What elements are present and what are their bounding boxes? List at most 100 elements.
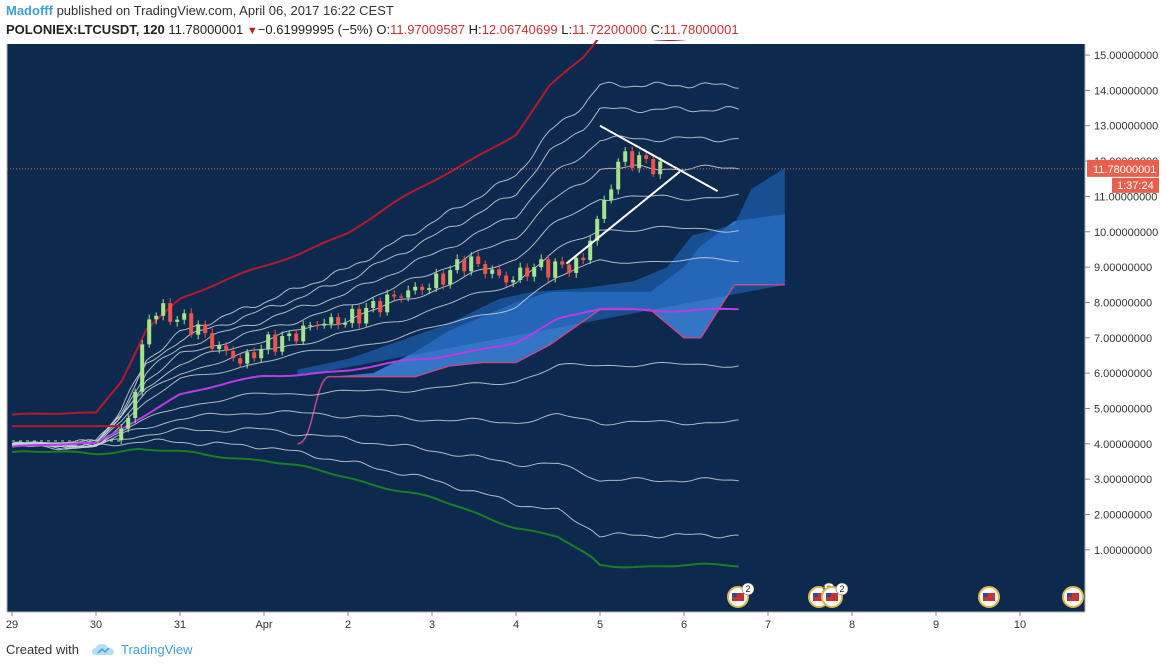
band-inner-upper <box>11 225 739 448</box>
candle-body <box>511 279 516 283</box>
close-label: C: <box>650 22 664 37</box>
candle-body <box>483 264 488 274</box>
candle-body <box>574 257 579 273</box>
ticker-legend: POLONIEX:LTCUSDT, 120 11.78000001 ▼−0.61… <box>6 22 739 37</box>
candle-body <box>413 286 418 291</box>
candle-body <box>147 319 152 345</box>
y-axis-label: 1.00000000 <box>1094 545 1152 557</box>
x-axis-label: 31 <box>174 619 186 631</box>
x-axis-label: 5 <box>597 619 603 631</box>
candle-body <box>637 155 642 168</box>
band-inner-upper <box>11 257 739 447</box>
candle-body <box>280 336 285 352</box>
candle-body <box>252 352 257 359</box>
interval-label[interactable]: 120 <box>143 22 165 37</box>
candle-body <box>287 333 292 337</box>
open-label: O: <box>376 22 391 37</box>
band-inner-lower <box>11 438 739 539</box>
candle-body <box>294 333 299 342</box>
candle-body <box>357 308 362 324</box>
candle-body <box>546 259 551 278</box>
candle-body <box>490 269 495 274</box>
x-axis-label: 2 <box>345 619 351 631</box>
candle-body <box>266 334 271 350</box>
candle-body <box>231 350 236 359</box>
candle-body <box>273 334 278 352</box>
candle-body <box>504 275 509 283</box>
tradingview-link[interactable]: TradingView <box>120 642 193 657</box>
down-arrow-icon: ▼ <box>246 25 258 37</box>
chart-time-axis[interactable] <box>0 612 1166 632</box>
candle-body <box>525 267 530 277</box>
candle-body <box>518 267 523 280</box>
candle-body <box>392 294 397 297</box>
y-axis-label: 8.00000000 <box>1094 297 1152 309</box>
y-axis-label: 6.00000000 <box>1094 368 1152 380</box>
candle-body <box>336 317 341 325</box>
x-axis-label: 29 <box>6 619 18 631</box>
candle-body <box>616 161 621 190</box>
y-axis-label: 9.00000000 <box>1094 262 1152 274</box>
chart-price-axis[interactable] <box>1085 44 1166 612</box>
candle-body <box>623 151 628 162</box>
lower-band-line <box>11 447 739 569</box>
candle-body <box>602 200 607 219</box>
price-chart[interactable]: 16.0000000015.0000000014.0000000013.0000… <box>0 40 1166 638</box>
cloud-span-a-line <box>297 375 332 445</box>
change-value: −0.61999995 (−5%) <box>257 22 373 37</box>
candle-body <box>245 352 250 364</box>
band-inner-lower <box>11 410 739 449</box>
y-axis-label: 11.00000000 <box>1094 191 1157 203</box>
candle-body <box>644 155 649 160</box>
y-axis-label: 14.00000000 <box>1094 85 1158 97</box>
candle-body <box>322 323 327 326</box>
candle-body <box>217 345 222 349</box>
price-tag-box <box>1087 159 1159 177</box>
candle-body <box>455 259 460 271</box>
countdown-box <box>1112 177 1159 193</box>
author-link[interactable]: Madofff <box>6 3 53 18</box>
cloud-span-b-line <box>331 284 785 378</box>
x-axis-label: 9 <box>933 619 939 631</box>
candle-body <box>196 324 201 335</box>
symbol-label[interactable]: POLONIEX:LTCUSDT <box>6 22 136 37</box>
price-value: 11.78000001 <box>168 22 244 37</box>
candle-body <box>315 325 320 327</box>
candle-body <box>406 290 411 298</box>
candle-body <box>595 218 600 241</box>
candle-body <box>378 301 383 313</box>
candle-body <box>308 325 313 327</box>
x-axis-label: 30 <box>90 619 102 631</box>
candle-body <box>371 301 376 308</box>
band-inner-upper <box>11 81 739 447</box>
candle-body <box>462 259 467 272</box>
x-axis-label: 10 <box>1014 619 1026 631</box>
candle-body <box>553 261 558 278</box>
candle-body <box>175 319 180 322</box>
candle-body <box>539 259 544 268</box>
trendline-lower <box>565 170 681 265</box>
candle-body <box>364 307 369 324</box>
x-axis-label: 7 <box>765 619 771 631</box>
us-flag-icon <box>983 593 995 601</box>
us-flag-canton <box>826 593 831 597</box>
candle-body <box>427 288 432 291</box>
us-flag-canton <box>813 593 818 597</box>
candle-body <box>532 267 537 277</box>
band-outer-upper <box>11 40 688 416</box>
x-axis-label: 3 <box>429 619 435 631</box>
candle-body <box>420 286 425 291</box>
tradingview-cloud-icon <box>91 643 114 655</box>
candle-body <box>609 189 614 201</box>
candle-body <box>168 303 173 322</box>
candle-body <box>224 345 229 351</box>
y-axis-label: 13.00000000 <box>1094 121 1158 133</box>
price-tag-value: 11.78000001 <box>1093 164 1156 176</box>
publish-header: Madofff published on TradingView.com, Ap… <box>6 3 394 18</box>
band-inner-lower <box>11 361 739 448</box>
footer: Created with TradingView <box>6 642 193 657</box>
candle-body <box>560 261 565 265</box>
us-flag-icon <box>826 593 838 601</box>
event-count-badge <box>741 582 755 596</box>
y-axis-label: 10.00000000 <box>1094 227 1158 239</box>
